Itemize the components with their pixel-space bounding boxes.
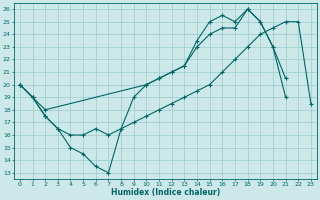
- X-axis label: Humidex (Indice chaleur): Humidex (Indice chaleur): [111, 188, 220, 197]
